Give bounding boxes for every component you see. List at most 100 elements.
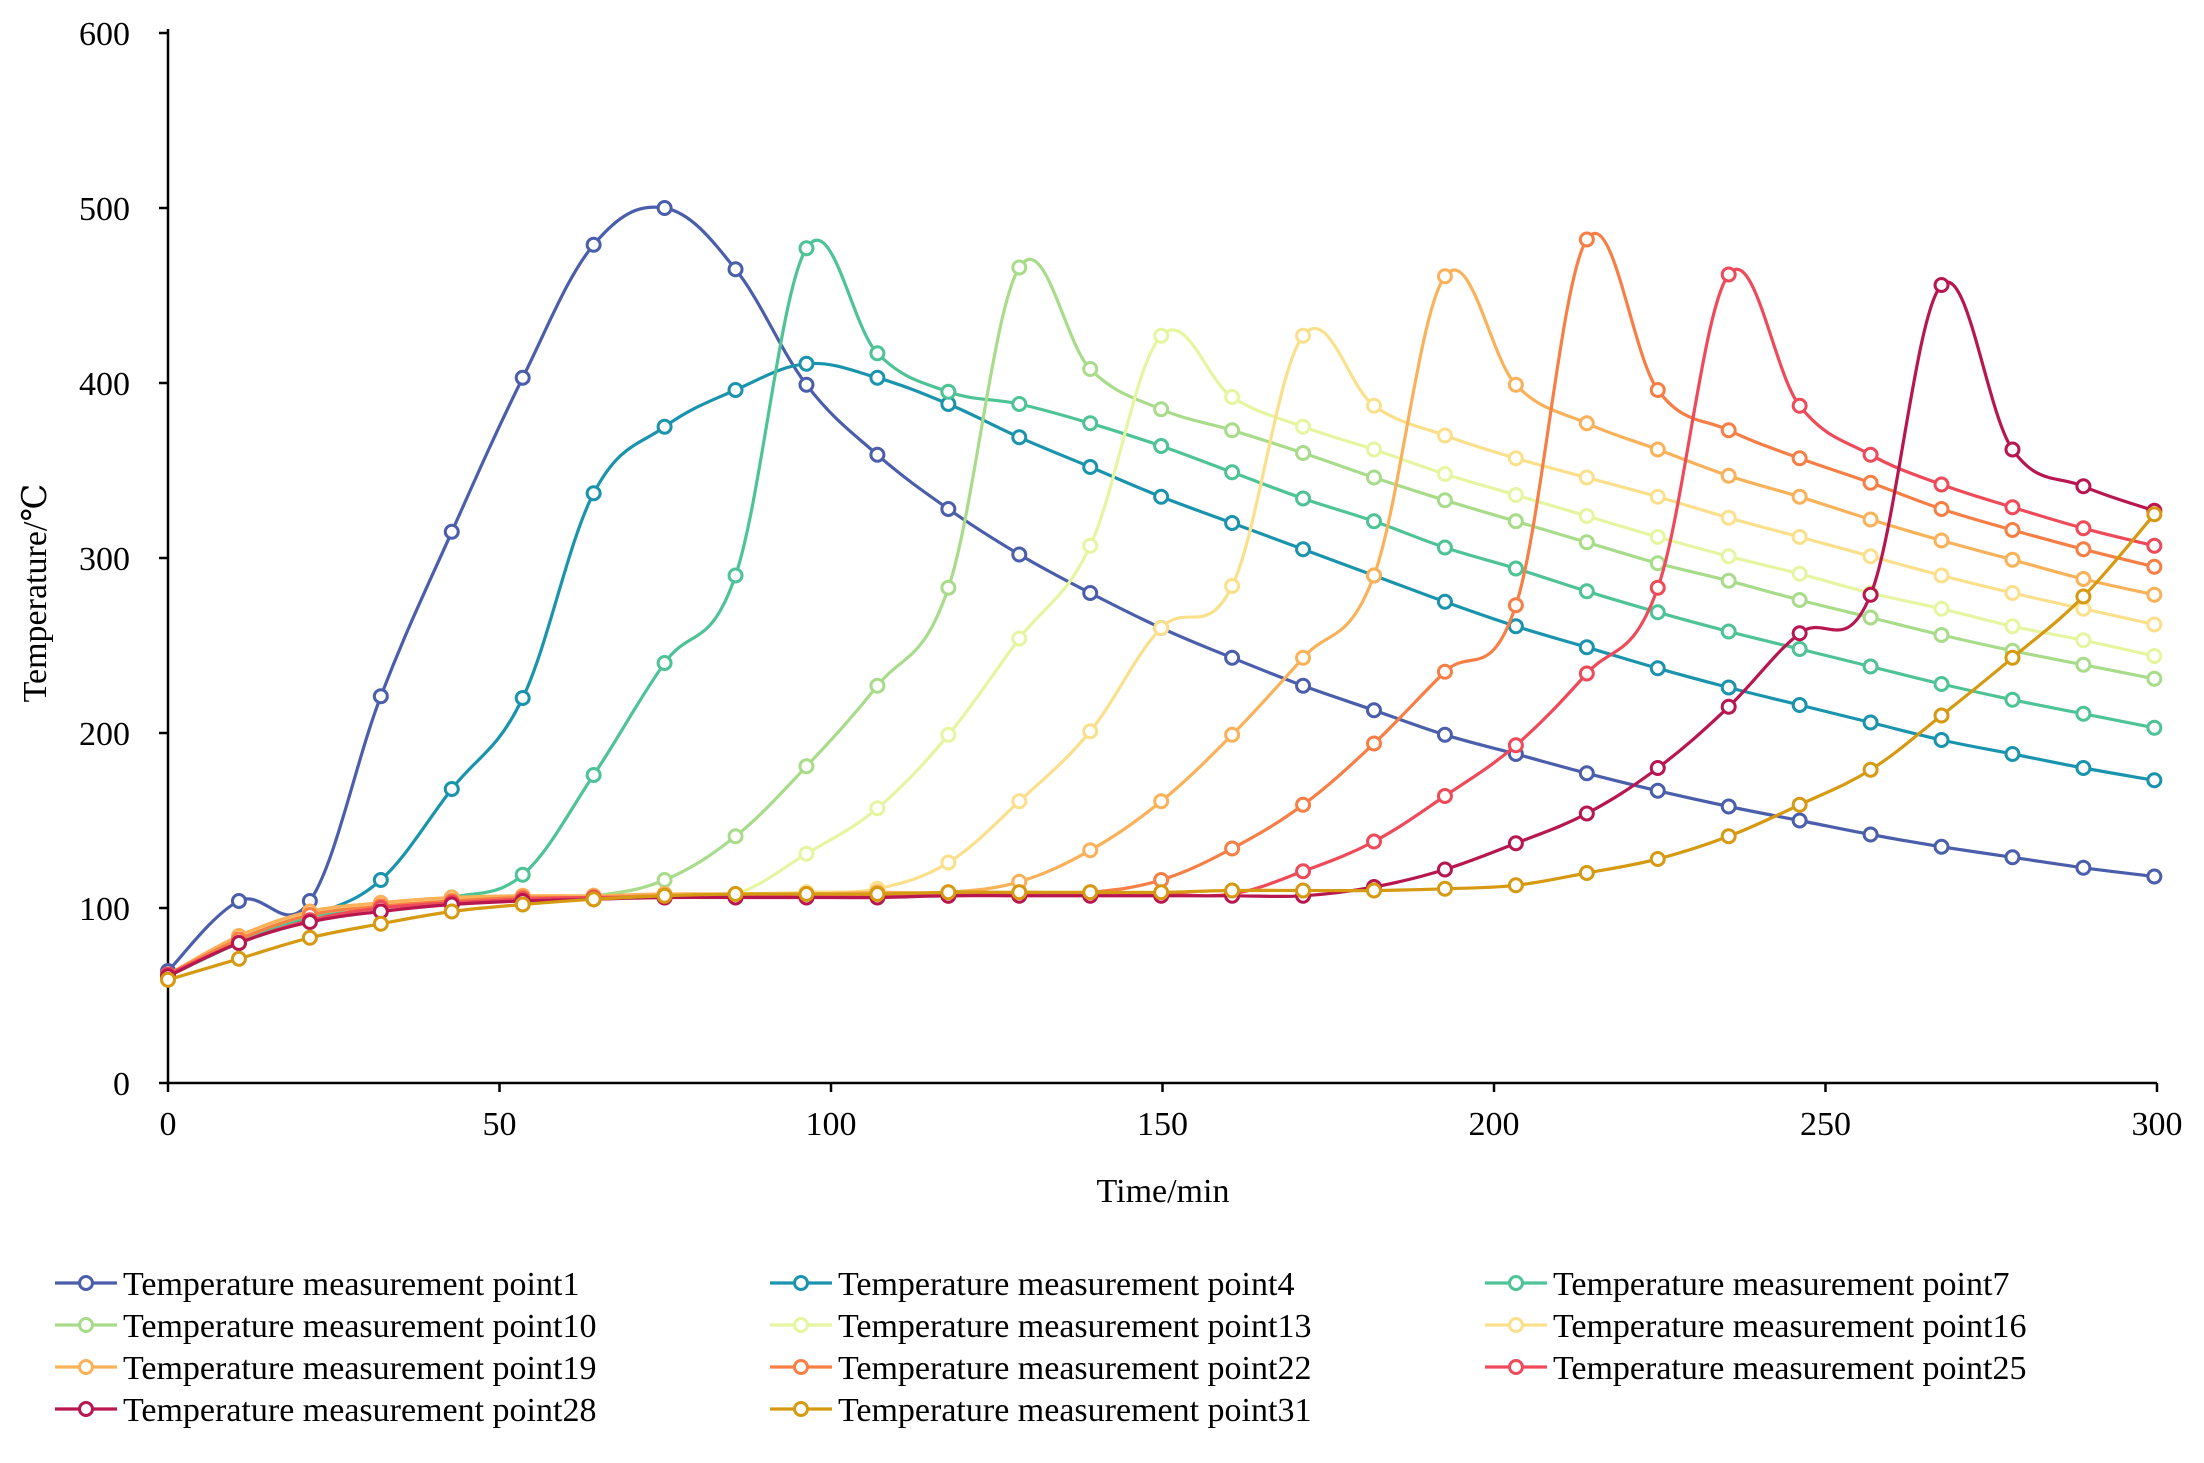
data-point — [1864, 513, 1877, 526]
data-point — [1438, 468, 1451, 481]
data-point — [1580, 536, 1593, 549]
data-point — [1864, 763, 1877, 776]
data-point — [1438, 494, 1451, 507]
y-tick-label: 600 — [79, 16, 130, 53]
data-point — [1297, 492, 1310, 505]
data-point — [1084, 417, 1097, 430]
data-point — [2006, 443, 2019, 456]
data-point — [445, 783, 458, 796]
data-point — [2006, 501, 2019, 514]
data-point — [1722, 800, 1735, 813]
data-point — [1935, 478, 1948, 491]
data-point — [1793, 699, 1806, 712]
x-tick-label: 150 — [1137, 1106, 1188, 1143]
data-point — [1367, 569, 1380, 582]
data-point — [942, 728, 955, 741]
data-point — [1864, 611, 1877, 624]
data-point — [1793, 452, 1806, 465]
data-point — [516, 371, 529, 384]
legend-item: Temperature measurement point31 — [770, 1392, 1311, 1429]
data-point — [2148, 618, 2161, 631]
data-point — [516, 868, 529, 881]
data-point — [658, 889, 671, 902]
legend-item: Temperature measurement point13 — [770, 1308, 1311, 1345]
legend-item: Temperature measurement point10 — [55, 1308, 596, 1345]
data-point — [942, 581, 955, 594]
data-point — [1013, 632, 1026, 645]
data-point — [1509, 452, 1522, 465]
data-point — [1297, 679, 1310, 692]
data-point — [2148, 774, 2161, 787]
legend-item: Temperature measurement point25 — [1485, 1350, 2026, 1387]
data-point — [2077, 522, 2090, 535]
data-point — [942, 503, 955, 516]
data-point — [1084, 461, 1097, 474]
legend: Temperature measurement point1 Temperatur… — [55, 1266, 2026, 1429]
data-point — [1722, 681, 1735, 694]
data-point — [1367, 737, 1380, 750]
data-point — [1580, 667, 1593, 680]
data-point — [800, 760, 813, 773]
data-point — [1367, 471, 1380, 484]
data-point — [1084, 725, 1097, 738]
data-point — [2148, 650, 2161, 663]
data-point — [1226, 580, 1239, 593]
data-point — [1651, 581, 1664, 594]
data-point — [1580, 585, 1593, 598]
legend-label: Temperature measurement point7 — [1553, 1266, 2009, 1303]
data-point — [1013, 886, 1026, 899]
data-point — [1226, 842, 1239, 855]
data-point — [1226, 466, 1239, 479]
x-tick-label: 50 — [483, 1106, 517, 1143]
legend-swatch-marker — [795, 1277, 808, 1290]
data-point — [303, 916, 316, 929]
data-point — [2148, 508, 2161, 521]
data-point — [1935, 734, 1948, 747]
data-point — [1367, 443, 1380, 456]
data-point — [729, 263, 742, 276]
data-point — [871, 347, 884, 360]
y-tick-label: 500 — [79, 191, 130, 228]
data-point — [800, 888, 813, 901]
data-point — [1226, 517, 1239, 530]
data-point — [1367, 399, 1380, 412]
data-point — [2077, 573, 2090, 586]
data-point — [1651, 662, 1664, 675]
x-axis-title: Time/min — [1097, 1173, 1230, 1210]
data-point — [1580, 471, 1593, 484]
series-line — [168, 233, 2154, 974]
data-point — [1935, 602, 1948, 615]
data-point — [658, 202, 671, 215]
data-point — [587, 487, 600, 500]
data-point — [2077, 707, 2090, 720]
data-point — [1438, 541, 1451, 554]
data-point — [1013, 431, 1026, 444]
data-point — [1935, 840, 1948, 853]
data-point — [1155, 440, 1168, 453]
data-point — [1935, 534, 1948, 547]
data-point — [942, 385, 955, 398]
data-point — [1864, 828, 1877, 841]
data-point — [1722, 550, 1735, 563]
x-tick-label: 0 — [160, 1106, 177, 1143]
data-point — [2077, 590, 2090, 603]
data-point — [516, 898, 529, 911]
data-point — [1864, 550, 1877, 563]
data-point — [871, 448, 884, 461]
data-point — [1509, 739, 1522, 752]
data-point — [2077, 543, 2090, 556]
data-point — [729, 384, 742, 397]
data-point — [1367, 515, 1380, 528]
data-point — [1438, 882, 1451, 895]
data-point — [1651, 384, 1664, 397]
y-tick-label: 300 — [79, 541, 130, 578]
data-point — [1013, 795, 1026, 808]
data-point — [871, 679, 884, 692]
legend-label: Temperature measurement point22 — [838, 1350, 1311, 1387]
data-point — [1722, 268, 1735, 281]
data-point — [232, 895, 245, 908]
data-point — [1438, 790, 1451, 803]
data-point — [1297, 420, 1310, 433]
data-point — [800, 378, 813, 391]
data-point — [1155, 622, 1168, 635]
